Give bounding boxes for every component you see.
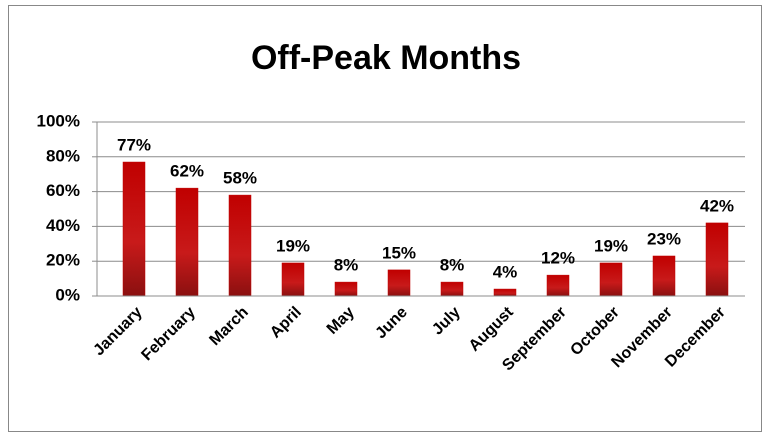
data-label: 42% <box>700 196 734 215</box>
bar <box>493 288 517 297</box>
data-label: 19% <box>276 236 310 255</box>
data-label: 77% <box>117 136 151 155</box>
bar <box>652 255 676 297</box>
bar <box>705 222 729 297</box>
data-label: 58% <box>223 169 257 188</box>
bar <box>334 281 358 297</box>
bar <box>281 262 305 297</box>
bar <box>122 161 146 297</box>
y-tick-label: 80% <box>46 146 80 165</box>
y-tick-label: 40% <box>46 216 80 235</box>
y-tick-label: 60% <box>46 181 80 200</box>
y-tick-label: 20% <box>46 251 80 270</box>
data-label: 8% <box>334 256 359 275</box>
bar <box>599 262 623 297</box>
data-label: 62% <box>170 162 204 181</box>
y-tick-label: 0% <box>55 285 80 304</box>
data-label: 23% <box>647 229 681 248</box>
data-label: 4% <box>493 263 518 282</box>
data-label: 15% <box>382 243 416 262</box>
data-label: 8% <box>440 256 465 275</box>
bar <box>440 281 464 297</box>
chart-title: Off-Peak Months <box>251 39 521 77</box>
data-label: 19% <box>594 236 628 255</box>
bar <box>175 187 199 297</box>
data-label: 12% <box>541 249 575 268</box>
bar <box>387 269 411 297</box>
bar <box>546 274 570 297</box>
bar <box>228 194 252 297</box>
y-tick-label: 100% <box>37 111 80 130</box>
